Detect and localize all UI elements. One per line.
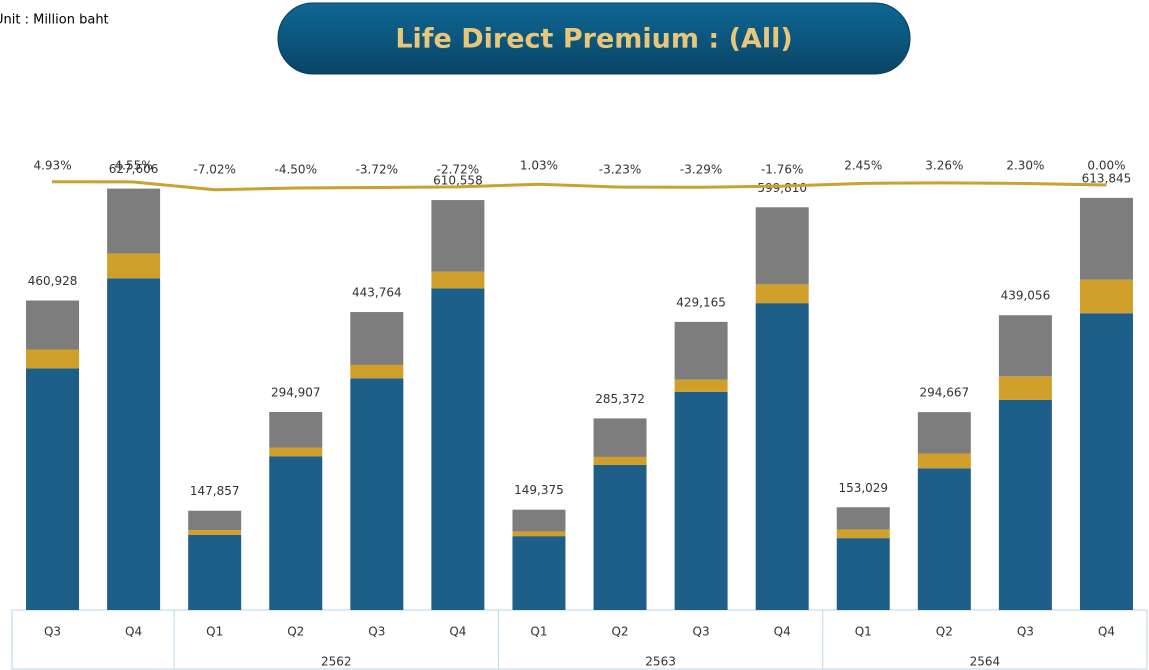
bar-segment	[1079, 197, 1133, 280]
bar-segment	[26, 368, 80, 610]
total-label: 627,606	[109, 162, 159, 176]
growth-label: 3.26%	[925, 159, 963, 173]
bar-segment	[107, 188, 161, 254]
x-tick-label: Q3	[693, 625, 710, 639]
group-label: 2564	[970, 655, 1001, 669]
growth-label: -2.72%	[437, 163, 479, 177]
growth-label: 2.45%	[844, 159, 882, 173]
bar-segment	[107, 253, 161, 279]
bar-segment	[188, 510, 242, 531]
total-label: 285,372	[595, 392, 645, 406]
bar-segment	[512, 531, 566, 537]
bar-segment	[431, 200, 485, 272]
bar-segment	[998, 399, 1052, 610]
bar-segment	[431, 271, 485, 289]
bar-segment	[188, 534, 242, 610]
growth-label: -3.29%	[680, 163, 722, 177]
total-label: 460,928	[28, 274, 78, 288]
total-label: 429,165	[676, 295, 726, 309]
growth-line	[51, 180, 1107, 192]
growth-label: -7.02%	[193, 163, 235, 177]
growth-label: -3.72%	[356, 163, 398, 177]
group-label: 2563	[645, 655, 676, 669]
bar-segment	[26, 349, 80, 369]
growth-label: -3.23%	[599, 163, 641, 177]
title-pill	[277, 2, 911, 75]
x-tick-label: Q1	[855, 625, 872, 639]
bar-segment	[512, 509, 566, 532]
total-label: 294,667	[920, 386, 970, 400]
x-tick-label: Q1	[530, 625, 547, 639]
bar-segment	[836, 507, 890, 530]
bar-segment	[269, 456, 323, 610]
growth-label: -1.76%	[761, 163, 803, 177]
total-label: 613,845	[1082, 171, 1132, 185]
bar-segment	[755, 284, 809, 304]
bar-segment	[1079, 313, 1133, 610]
x-tick-label: Q4	[1098, 625, 1115, 639]
bar-segment	[188, 530, 242, 535]
group-label: 2562	[321, 655, 352, 669]
bar-segment	[998, 315, 1052, 377]
bar-segment	[836, 538, 890, 610]
bar-segment	[917, 412, 971, 454]
x-tick-label: Q4	[449, 625, 466, 639]
growth-label: -4.50%	[275, 163, 317, 177]
bar-segment	[593, 418, 647, 457]
chart-title: Life Direct Premium : (All)	[395, 24, 792, 55]
bar-segment	[269, 447, 323, 457]
growth-label: 2.30%	[1006, 159, 1044, 173]
total-label: 147,857	[190, 484, 240, 498]
x-tick-label: Q2	[936, 625, 953, 639]
bar-segment	[26, 300, 80, 350]
bar-segment	[674, 321, 728, 380]
bar-segment	[269, 411, 323, 448]
bar-segment	[1079, 279, 1133, 314]
bar-segment	[350, 364, 404, 379]
total-label: 443,764	[352, 286, 402, 300]
x-tick-label: Q2	[287, 625, 304, 639]
growth-label: 1.03%	[520, 159, 558, 173]
total-label: 294,907	[271, 385, 321, 399]
growth-label: 4.55%	[115, 159, 153, 173]
total-label: 153,029	[838, 481, 888, 495]
total-label: 439,056	[1001, 289, 1051, 303]
bar-segment	[917, 468, 971, 610]
growth-label: 4.93%	[33, 159, 71, 173]
bar-segment	[917, 453, 971, 469]
bar-segment	[755, 303, 809, 610]
total-label: 149,375	[514, 483, 564, 497]
x-tick-label: Q4	[125, 625, 142, 639]
x-tick-label: Q3	[1017, 625, 1034, 639]
x-tick-label: Q3	[368, 625, 385, 639]
bar-segment	[998, 376, 1052, 400]
bar-segment	[674, 391, 728, 610]
unit-note: Unit : Million baht	[0, 13, 109, 28]
bar-segment	[107, 278, 161, 610]
total-label: 610,558	[433, 174, 483, 188]
x-tick-label: Q2	[611, 625, 628, 639]
bar-segment	[593, 464, 647, 610]
bar-segment	[431, 288, 485, 610]
bar-segment	[512, 536, 566, 610]
bar-segment	[593, 456, 647, 465]
bar-segment	[674, 379, 728, 392]
x-tick-label: Q3	[44, 625, 61, 639]
bar-segment	[350, 312, 404, 365]
bar-segment	[350, 378, 404, 610]
x-tick-label: Q4	[774, 625, 791, 639]
x-tick-label: Q1	[206, 625, 223, 639]
growth-label: 0.00%	[1087, 159, 1125, 173]
bar-segment	[836, 529, 890, 539]
bar-segment	[755, 207, 809, 285]
